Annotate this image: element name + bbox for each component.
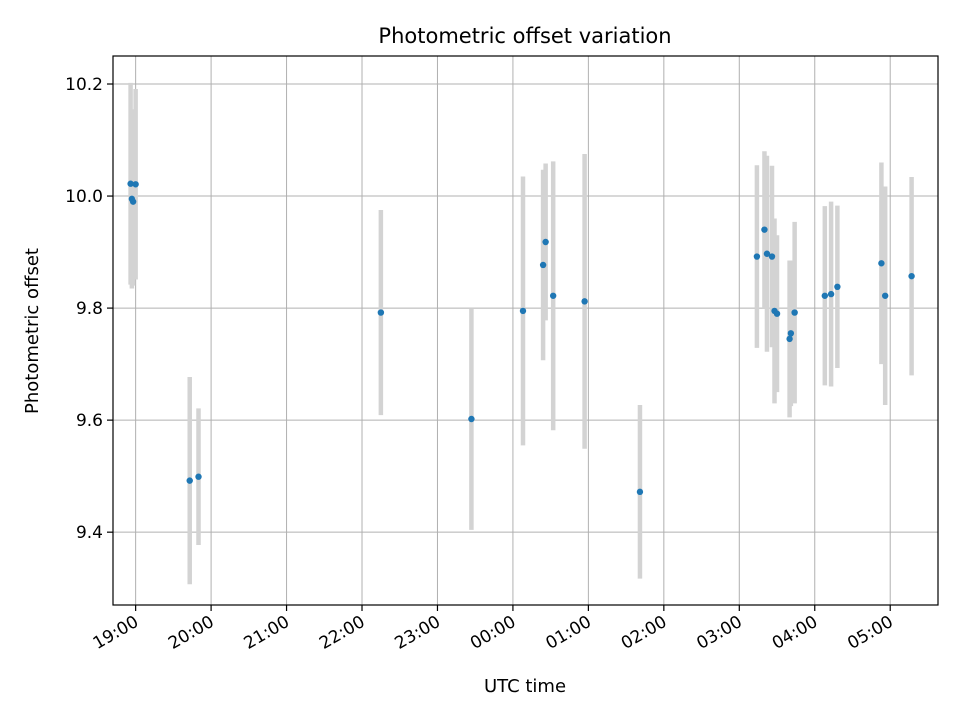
data-point — [768, 253, 776, 260]
data-point — [127, 180, 134, 187]
data-point — [129, 198, 137, 205]
data-point — [821, 292, 829, 299]
grid — [113, 56, 938, 605]
data-point — [468, 415, 475, 423]
data-point — [763, 250, 771, 257]
y-tick-label: 10.0 — [65, 187, 103, 207]
plot-frame — [112, 55, 939, 606]
data-point — [787, 330, 795, 337]
data-point — [827, 290, 835, 298]
data-points — [127, 180, 915, 496]
chart-title: Photometric offset variation — [378, 24, 671, 48]
data-point — [539, 261, 547, 269]
data-point — [377, 309, 385, 316]
y-axis: 9.4 9.6 9.8 10.0 10.2 — [65, 75, 113, 543]
data-point — [773, 310, 781, 317]
data-point — [549, 292, 557, 299]
data-point — [761, 226, 768, 233]
y-tick-label: 9.6 — [76, 411, 103, 431]
x-axis-label: UTC time — [484, 676, 566, 697]
data-point — [636, 488, 644, 496]
data-point — [878, 260, 885, 267]
y-tick-label: 9.4 — [76, 523, 103, 543]
y-axis-label: Photometric offset — [22, 248, 43, 414]
data-point — [519, 307, 527, 315]
data-point — [753, 253, 761, 260]
data-point — [834, 283, 841, 291]
data-point — [908, 272, 915, 280]
data-point — [791, 309, 798, 316]
data-point — [542, 238, 549, 246]
data-point — [786, 335, 793, 343]
data-point — [881, 292, 889, 299]
y-tick-label: 10.2 — [65, 75, 103, 95]
y-tick-label: 9.8 — [76, 299, 103, 319]
data-point — [132, 181, 139, 188]
data-point — [195, 473, 202, 480]
data-point — [186, 477, 193, 484]
data-point — [581, 298, 588, 305]
